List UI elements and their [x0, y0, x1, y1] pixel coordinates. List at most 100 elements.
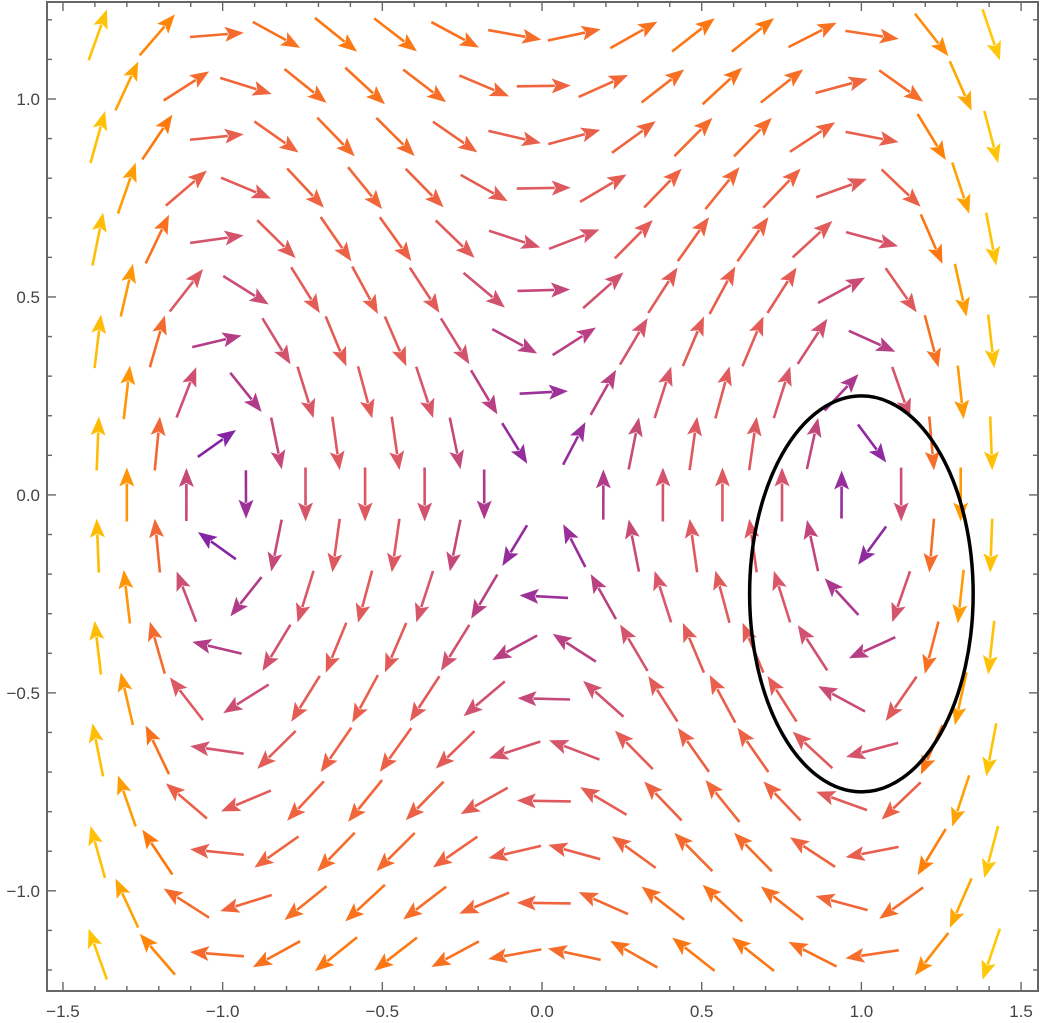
vector-arrow — [590, 574, 618, 620]
y-tick-label: 1.0 — [16, 90, 40, 109]
vector-arrow — [762, 168, 801, 209]
vector-arrow — [488, 844, 542, 862]
vector-arrow — [219, 76, 272, 96]
vector-arrow — [89, 518, 105, 573]
x-tick-label: 1.5 — [1009, 1002, 1033, 1021]
vector-arrow — [402, 68, 447, 103]
vector-arrow — [254, 835, 300, 868]
vector-arrow — [352, 674, 380, 723]
vector-arrow — [329, 416, 345, 471]
vector-arrow — [355, 570, 374, 623]
vector-arrow — [403, 885, 447, 920]
vector-arrow — [984, 314, 1000, 369]
y-tick-label: −0.5 — [6, 684, 40, 703]
vector-arrow — [563, 524, 587, 568]
vector-arrow — [583, 680, 625, 718]
vector-arrow — [119, 263, 136, 317]
vector-arrow — [982, 723, 998, 777]
vector-arrow — [611, 836, 657, 869]
vector-arrow — [815, 76, 868, 95]
vector-arrow — [547, 945, 601, 962]
y-tick-label: 0.5 — [16, 288, 40, 307]
vector-arrow — [316, 116, 355, 157]
vector-arrow — [609, 21, 658, 50]
vector-arrow — [175, 367, 197, 418]
vector-arrow — [953, 467, 969, 522]
vector-arrow — [648, 676, 679, 723]
vector-arrow — [549, 740, 600, 761]
x-tick-label: −1.0 — [206, 1002, 240, 1021]
vector-arrow — [551, 327, 596, 357]
vector-arrow — [169, 677, 205, 721]
vector-arrow — [923, 314, 941, 368]
vector-arrow — [165, 170, 207, 207]
vector-arrow — [951, 672, 968, 726]
vector-arrow — [760, 886, 805, 921]
x-tick-label: 0.5 — [690, 1002, 714, 1021]
vector-arrow — [295, 570, 315, 623]
vector-arrow — [88, 826, 107, 879]
vector-arrow — [325, 622, 348, 673]
vector-arrow — [916, 113, 946, 161]
vector-arrow — [954, 365, 970, 420]
vector-arrow — [982, 620, 998, 675]
vector-arrow — [287, 780, 325, 821]
vector-arrow — [845, 130, 899, 146]
vector-arrow — [222, 274, 269, 305]
vector-arrow — [257, 729, 297, 769]
vector-arrow — [189, 230, 244, 246]
vector-arrow — [320, 726, 353, 773]
vector-arrow — [298, 467, 314, 522]
vector-arrow — [516, 180, 571, 196]
vector-arrow — [884, 267, 917, 313]
vector-arrow — [88, 928, 109, 981]
vector-arrow — [595, 469, 611, 520]
vector-arrow — [578, 74, 629, 99]
vector-arrow — [834, 470, 850, 519]
vector-arrow — [653, 366, 673, 419]
vector-arrow — [431, 940, 480, 967]
vector-arrow — [150, 416, 166, 471]
vector-arrow — [223, 683, 270, 714]
vector-arrow — [138, 14, 175, 57]
vector-arrow — [178, 468, 194, 521]
vector-arrow — [139, 933, 176, 976]
vector-arrows — [87, 8, 1002, 981]
vector-arrow — [487, 28, 542, 44]
vector-arrow — [384, 622, 408, 673]
vector-arrow — [230, 576, 263, 617]
vector-arrow — [414, 366, 435, 419]
vector-arrow — [462, 271, 505, 308]
vector-arrow — [858, 525, 888, 565]
x-tick-label: 1.0 — [850, 1002, 874, 1021]
vector-arrow — [432, 120, 478, 153]
x-tick-label: −1.5 — [46, 1002, 80, 1021]
vector-arrow — [267, 519, 283, 572]
vector-arrow — [983, 518, 999, 573]
vector-arrow — [731, 937, 775, 973]
vector-arrow — [737, 727, 770, 773]
x-axis-ticks: −1.5 −1.0 −0.5 0.0 0.5 1.0 1.5 — [46, 2, 1033, 1021]
vector-arrow — [671, 18, 715, 53]
vector-arrow — [488, 129, 542, 147]
vector-arrow — [644, 781, 683, 822]
vector-arrow — [714, 467, 730, 522]
vector-arrow — [229, 371, 262, 412]
vector-arrow — [435, 730, 476, 769]
vector-arrow — [815, 893, 868, 912]
vector-arrow — [922, 621, 940, 674]
vector-arrow — [772, 366, 792, 419]
vector-arrow — [284, 885, 328, 921]
vector-arrow — [314, 936, 358, 972]
vector-arrow — [620, 624, 649, 672]
vector-arrow — [684, 518, 700, 573]
vector-arrow — [611, 121, 656, 154]
vector-arrow — [733, 117, 772, 158]
vector-arrow — [627, 417, 643, 470]
vector-arrow — [610, 940, 658, 969]
vector-arrow — [548, 229, 600, 251]
vector-arrow — [914, 932, 950, 976]
vector-arrow — [708, 266, 736, 315]
vector-arrow — [430, 20, 479, 48]
x-tick-label: 0.0 — [530, 1002, 554, 1021]
